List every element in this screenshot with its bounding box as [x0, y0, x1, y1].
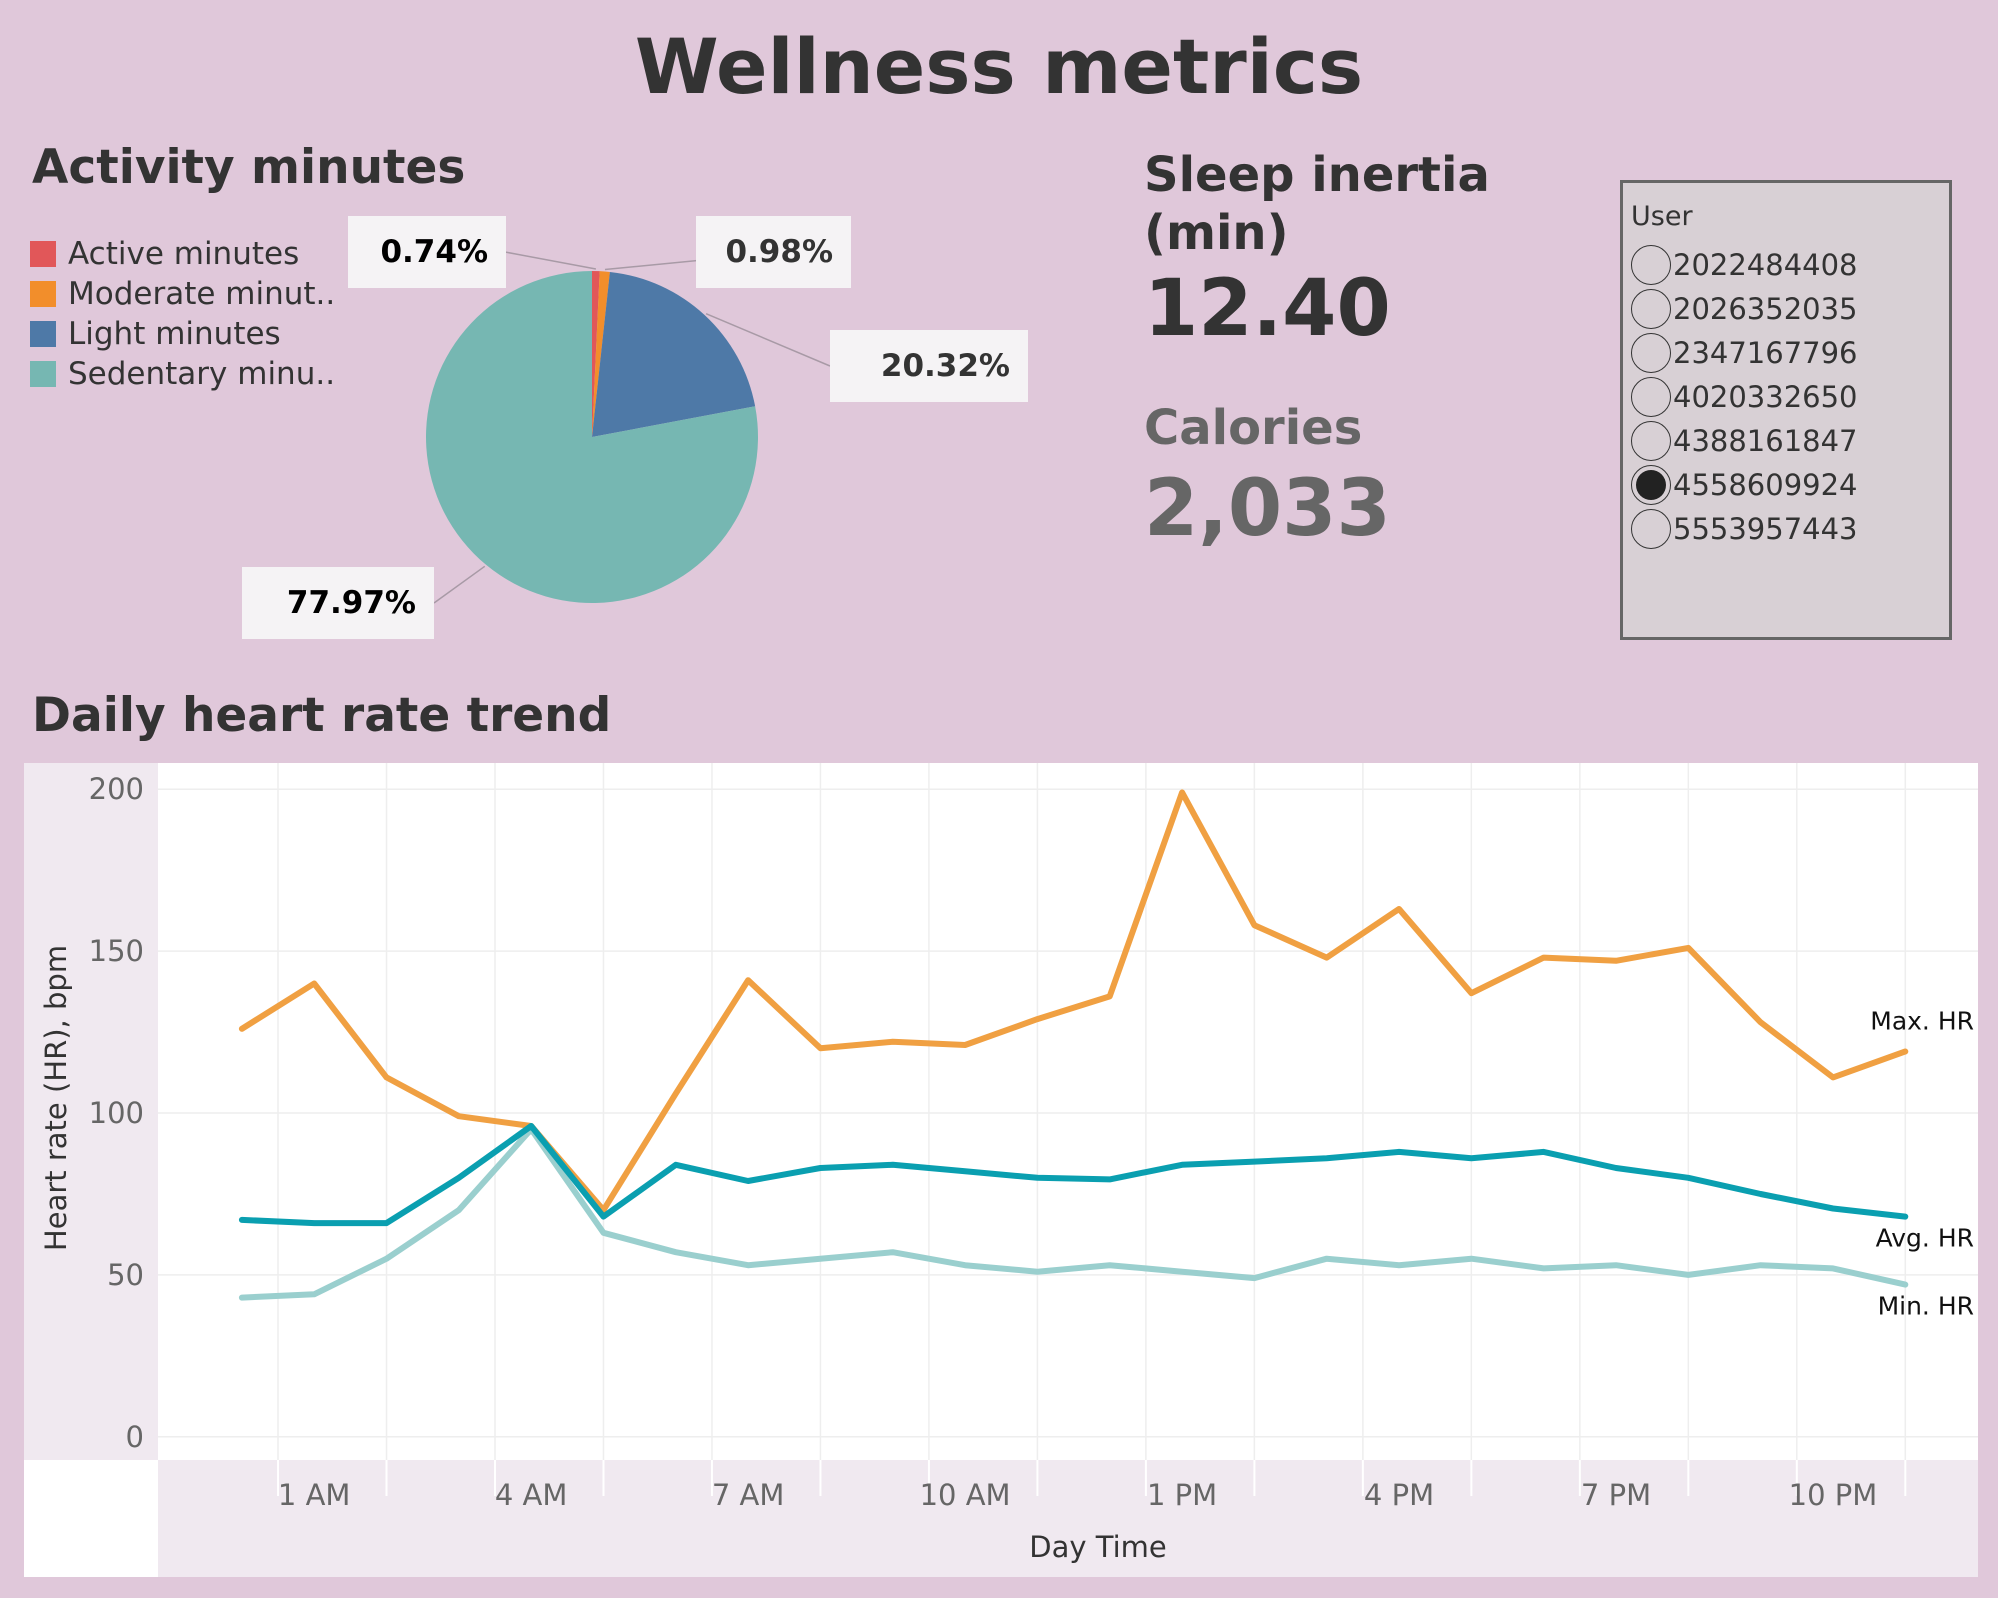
series-line-min-hr	[238, 1126, 1909, 1301]
user-option-label: 4020332650	[1673, 380, 1858, 414]
user-option-label: 5553957443	[1673, 512, 1858, 546]
pie-slice-light	[592, 271, 756, 437]
legend-item-moderate[interactable]: Moderate minut..	[30, 274, 335, 314]
x-tick-label: 1 PM	[1147, 1478, 1217, 1512]
calories-label: Calories	[1144, 400, 1363, 456]
legend-swatch-active	[30, 241, 56, 267]
pie-leader-line	[705, 312, 831, 367]
user-filter-panel: User 2022484408 2026352035 2347167796 40…	[1620, 180, 1952, 640]
pie-legend: Active minutes Moderate minut.. Light mi…	[30, 234, 335, 394]
series-line-max-hr	[238, 789, 1909, 1214]
pie-label-sedentary: 77.97%	[242, 567, 434, 639]
heart-rate-line-chart: 0 50 100 150 200 1 AM 4 AM 7 AM 10 AM 1 PM 4 PM 7 P…	[24, 763, 1978, 1577]
user-option[interactable]: 5553957443	[1631, 507, 1858, 551]
pie-slice-sedentary	[425, 271, 758, 603]
legend-swatch-sedentary	[30, 361, 56, 387]
pie-leader-line	[504, 251, 597, 270]
user-option[interactable]: 2347167796	[1631, 331, 1858, 375]
pie-leader-line	[433, 565, 486, 604]
pie-label-light: 20.32%	[830, 330, 1028, 402]
radio-button[interactable]	[1631, 245, 1671, 285]
activity-pie-chart	[425, 251, 831, 604]
activity-section-title: Activity minutes	[32, 140, 466, 195]
user-option-label: 2347167796	[1673, 336, 1858, 370]
radio-button[interactable]	[1631, 377, 1671, 417]
legend-label: Moderate minut..	[68, 276, 336, 312]
radio-selected-dot	[1636, 470, 1666, 500]
legend-item-active[interactable]: Active minutes	[30, 234, 335, 274]
user-option[interactable]: 2022484408	[1631, 243, 1858, 287]
legend-label: Active minutes	[68, 236, 300, 272]
radio-button[interactable]	[1631, 465, 1671, 505]
x-tick-label: 7 PM	[1581, 1478, 1651, 1512]
user-option[interactable]: 4020332650	[1631, 375, 1858, 419]
legend-label: Light minutes	[68, 316, 281, 352]
legend-swatch-light	[30, 321, 56, 347]
radio-button[interactable]	[1631, 289, 1671, 329]
x-axis-title: Day Time	[1029, 1530, 1166, 1564]
y-tick-label: 200	[89, 772, 144, 806]
user-option[interactable]: 2026352035	[1631, 287, 1858, 331]
heart-rate-section-title: Daily heart rate trend	[32, 688, 612, 743]
x-axis-band	[158, 1460, 1978, 1577]
legend-item-light[interactable]: Light minutes	[30, 314, 335, 354]
series-line-avg-hr	[238, 1123, 1909, 1227]
sleep-inertia-value: 12.40	[1144, 264, 1391, 354]
x-tick-label: 4 PM	[1364, 1478, 1434, 1512]
x-tick-label: 7 AM	[712, 1478, 785, 1512]
sleep-inertia-label: Sleep inertia (min)	[1144, 147, 1490, 261]
series-end-label: Min. HR	[1878, 1292, 1974, 1321]
user-filter-label: User	[1631, 201, 1693, 232]
series-end-label: Avg. HR	[1876, 1224, 1974, 1253]
x-tick-label: 1 AM	[278, 1478, 351, 1512]
x-tick-label: 10 PM	[1789, 1478, 1878, 1512]
radio-button[interactable]	[1631, 333, 1671, 373]
user-option-label: 4388161847	[1673, 424, 1858, 458]
x-tick-label: 10 AM	[920, 1478, 1011, 1512]
y-tick-label: 50	[107, 1258, 144, 1292]
y-tick-label: 0	[126, 1420, 144, 1454]
user-option-label: 4558609924	[1673, 468, 1858, 502]
user-option[interactable]: 4388161847	[1631, 419, 1858, 463]
x-tick-label: 4 AM	[495, 1478, 568, 1512]
calories-value: 2,033	[1144, 464, 1391, 554]
radio-button[interactable]	[1631, 509, 1671, 549]
dashboard-title: Wellness metrics	[634, 22, 1364, 111]
y-tick-label: 150	[89, 934, 144, 968]
legend-swatch-moderate	[30, 281, 56, 307]
pie-slice-moderate	[592, 271, 610, 437]
y-axis-title: Heart rate (HR), bpm	[39, 945, 73, 1251]
pie-slice-active	[592, 271, 600, 437]
radio-button[interactable]	[1631, 421, 1671, 461]
series-end-label: Max. HR	[1870, 1006, 1974, 1035]
chart-background	[24, 763, 1978, 1577]
legend-label: Sedentary minu..	[68, 356, 336, 392]
y-tick-label: 100	[89, 1096, 144, 1130]
user-option[interactable]: 4558609924	[1631, 463, 1858, 507]
legend-item-sedentary[interactable]: Sedentary minu..	[30, 354, 335, 394]
pie-label-active: 0.74%	[348, 216, 506, 288]
pie-label-moderate: 0.98%	[696, 216, 851, 288]
user-option-label: 2026352035	[1673, 292, 1858, 326]
user-option-label: 2022484408	[1673, 248, 1858, 282]
y-axis-band	[24, 763, 158, 1460]
